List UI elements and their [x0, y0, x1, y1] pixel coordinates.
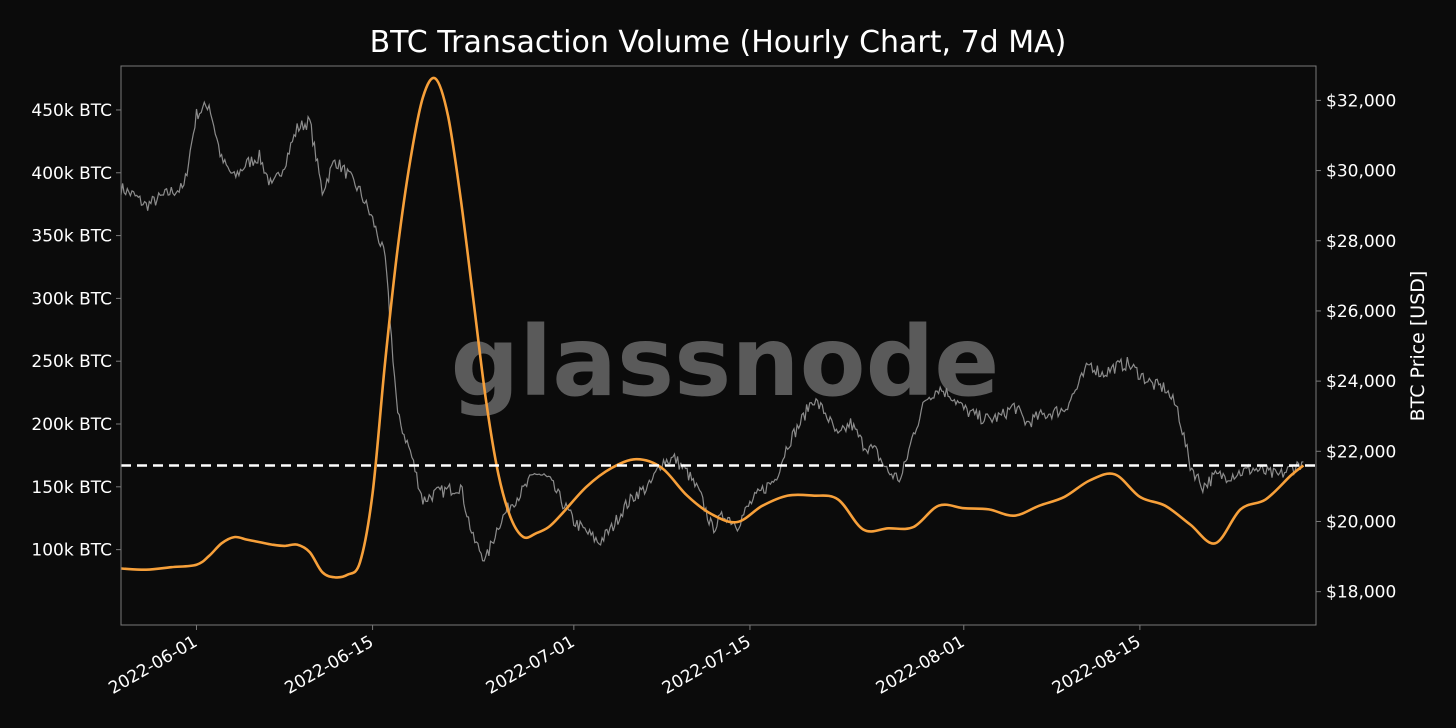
left-tick-label: 450k BTC	[31, 101, 112, 121]
right-tick-label: $22,000	[1326, 442, 1396, 462]
right-tick-label: $30,000	[1326, 162, 1396, 182]
plot-area	[120, 76, 1316, 579]
left-tick-label: 250k BTC	[31, 352, 112, 372]
right-tick-label: $26,000	[1326, 302, 1396, 322]
left-tick-label: 300k BTC	[31, 289, 112, 309]
left-tick-label: 350k BTC	[31, 227, 112, 247]
watermark-logo: glassnode	[451, 306, 1000, 418]
right-tick-label: $28,000	[1326, 232, 1396, 252]
chart-title: BTC Transaction Volume (Hourly Chart, 7d…	[370, 25, 1067, 60]
right-tick-label: $24,000	[1326, 372, 1396, 392]
left-tick-label: 400k BTC	[31, 164, 112, 184]
left-tick-label: 150k BTC	[31, 478, 112, 498]
transaction-volume-line	[120, 76, 1305, 579]
left-tick-label: 100k BTC	[31, 541, 112, 561]
btc-price-line	[120, 100, 1304, 562]
right-axis-label: BTC Price [USD]	[1407, 271, 1429, 422]
left-y-axis: 100k BTC 150k BTC 200k BTC 250k BTC 300k BTC…	[31, 101, 121, 561]
right-y-axis: $18,000 $20,000 $22,000 $24,000 $26,000 $28,0…	[1316, 91, 1396, 603]
left-tick-label: 200k BTC	[31, 415, 112, 435]
right-tick-label: $20,000	[1326, 512, 1396, 532]
right-tick-label: $32,000	[1326, 91, 1396, 111]
right-tick-label: $18,000	[1326, 583, 1396, 603]
plot-frame	[120, 65, 1317, 626]
